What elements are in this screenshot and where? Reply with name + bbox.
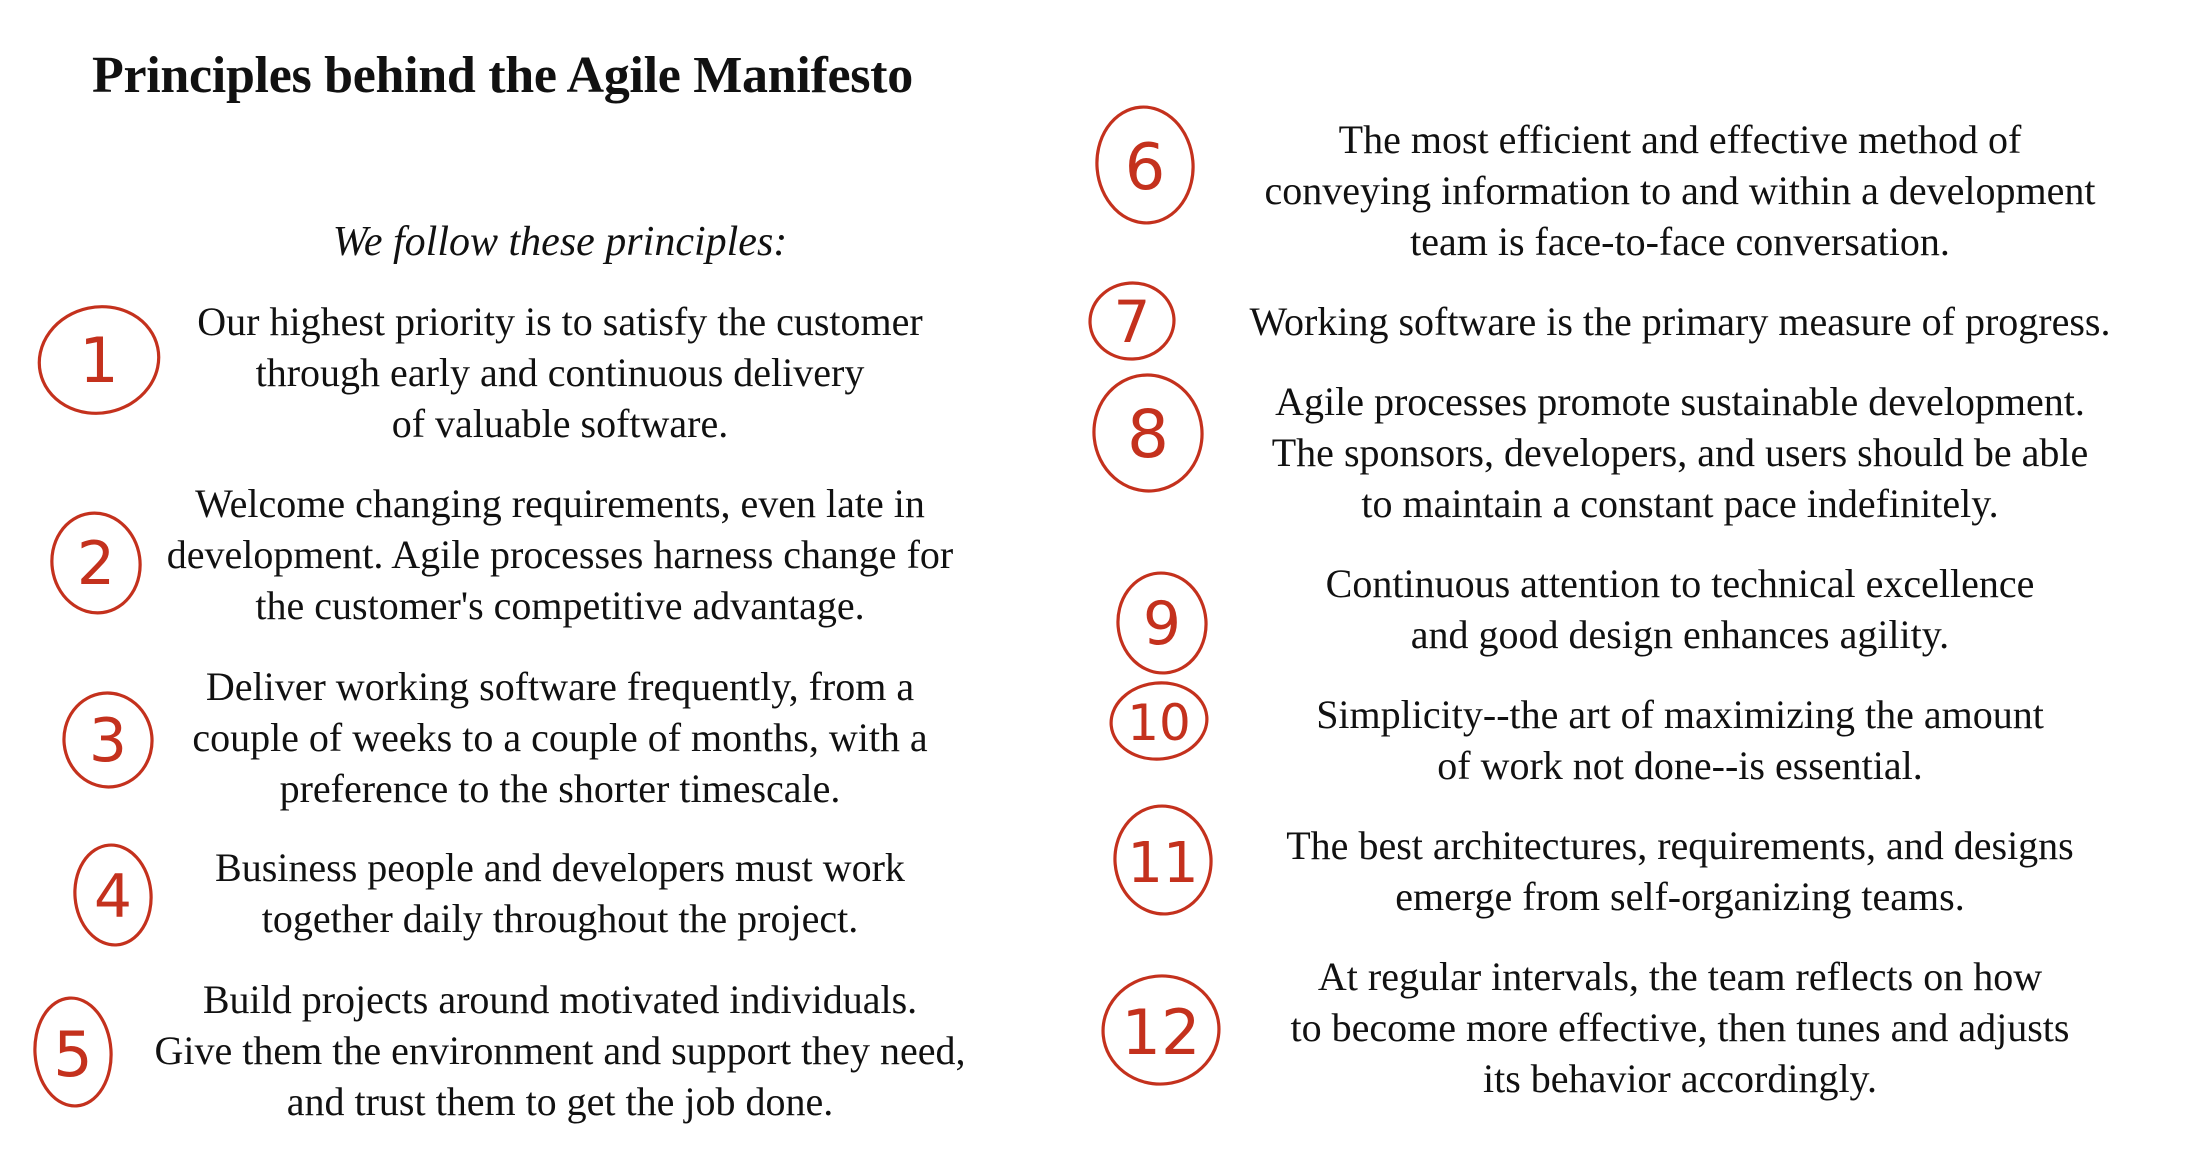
principle-5: Build projects around motivated individu… bbox=[110, 974, 1010, 1127]
principle-8: Agile processes promote sustainable deve… bbox=[1190, 376, 2170, 529]
principle-line: to maintain a constant pace indefinitely… bbox=[1361, 481, 1999, 526]
principle-line: of work not done--is essential. bbox=[1437, 743, 1923, 788]
principle-line: The sponsors, developers, and users shou… bbox=[1271, 430, 2089, 475]
marker-number: 2 bbox=[77, 529, 115, 599]
principle-line: At regular intervals, the team reflects … bbox=[1317, 954, 2043, 999]
principle-line: through early and continuous delivery bbox=[255, 350, 865, 395]
principle-9: Continuous attention to technical excell… bbox=[1190, 558, 2170, 660]
principle-line: and good design enhances agility. bbox=[1410, 612, 1950, 657]
number-marker-2: 2 bbox=[50, 511, 142, 615]
principle-line: emerge from self-organizing teams. bbox=[1395, 874, 1965, 919]
principle-10: Simplicity--the art of maximizing the am… bbox=[1190, 689, 2170, 791]
number-marker-12: 12 bbox=[1101, 974, 1221, 1086]
principle-12: At regular intervals, the team reflects … bbox=[1190, 951, 2170, 1104]
principle-line: its behavior accordingly. bbox=[1483, 1056, 1877, 1101]
marker-number: 4 bbox=[94, 862, 132, 932]
marker-number: 3 bbox=[89, 706, 127, 776]
principle-line: preference to the shorter timescale. bbox=[279, 766, 841, 811]
principle-line: couple of weeks to a couple of months, w… bbox=[192, 715, 928, 760]
number-marker-11: 11 bbox=[1113, 804, 1213, 916]
marker-number: 6 bbox=[1125, 131, 1166, 205]
principle-line: Deliver working software frequently, fro… bbox=[205, 664, 915, 709]
number-marker-8: 8 bbox=[1092, 373, 1204, 493]
intro-text: We follow these principles: bbox=[332, 219, 788, 265]
principle-line: Business people and developers must work bbox=[215, 845, 905, 890]
page-title: Principles behind the Agile Manifesto bbox=[92, 47, 913, 104]
marker-number: 11 bbox=[1127, 831, 1198, 896]
number-marker-9: 9 bbox=[1116, 571, 1208, 675]
principle-line: and trust them to get the job done. bbox=[286, 1079, 834, 1124]
principle-line: Simplicity--the art of maximizing the am… bbox=[1316, 692, 2044, 737]
principle-line: Build projects around motivated individu… bbox=[202, 977, 918, 1022]
marker-number: 1 bbox=[79, 324, 118, 397]
number-marker-3: 3 bbox=[62, 691, 154, 789]
principle-1: Our highest priority is to satisfy the c… bbox=[110, 296, 1010, 449]
principle-line: The best architectures, requirements, an… bbox=[1286, 823, 2074, 868]
number-marker-6: 6 bbox=[1095, 105, 1195, 225]
principle-line: Working software is the primary measure … bbox=[1249, 299, 2111, 344]
principle-2: Welcome changing requirements, even late… bbox=[110, 478, 1010, 631]
principle-line: the customer's competitive advantage. bbox=[255, 583, 865, 628]
marker-number: 8 bbox=[1127, 396, 1169, 473]
number-marker-1: 1 bbox=[37, 305, 161, 415]
number-marker-7: 7 bbox=[1088, 281, 1176, 361]
principle-line: to become more effective, then tunes and… bbox=[1290, 1005, 2070, 1050]
marker-number: 10 bbox=[1127, 694, 1191, 752]
marker-number: 7 bbox=[1114, 288, 1151, 356]
principle-3: Deliver working software frequently, fro… bbox=[110, 661, 1010, 814]
principle-7: Working software is the primary measure … bbox=[1190, 296, 2170, 347]
principle-line: Give them the environment and support th… bbox=[154, 1028, 966, 1073]
principle-11: The best architectures, requirements, an… bbox=[1190, 820, 2170, 922]
marker-number: 12 bbox=[1122, 996, 1201, 1069]
principle-line: conveying information to and within a de… bbox=[1264, 168, 2096, 213]
principle-6: The most efficient and effective method … bbox=[1190, 114, 2170, 267]
principle-line: Welcome changing requirements, even late… bbox=[195, 481, 925, 526]
principle-line: team is face-to-face conversation. bbox=[1410, 219, 1950, 264]
principle-line: Continuous attention to technical excell… bbox=[1325, 561, 2035, 606]
principle-line: of valuable software. bbox=[391, 401, 729, 446]
number-marker-5: 5 bbox=[33, 996, 113, 1108]
principle-line: The most efficient and effective method … bbox=[1338, 117, 2022, 162]
principle-line: development. Agile processes harness cha… bbox=[166, 532, 954, 577]
number-marker-4: 4 bbox=[73, 843, 153, 947]
number-marker-10: 10 bbox=[1109, 681, 1209, 761]
principle-line: Agile processes promote sustainable deve… bbox=[1275, 379, 2085, 424]
marker-number: 5 bbox=[53, 1018, 92, 1091]
principle-4: Business people and developers must work… bbox=[110, 842, 1010, 944]
principle-line: together daily throughout the project. bbox=[261, 896, 859, 941]
principle-line: Our highest priority is to satisfy the c… bbox=[197, 299, 923, 344]
marker-number: 9 bbox=[1143, 589, 1181, 659]
